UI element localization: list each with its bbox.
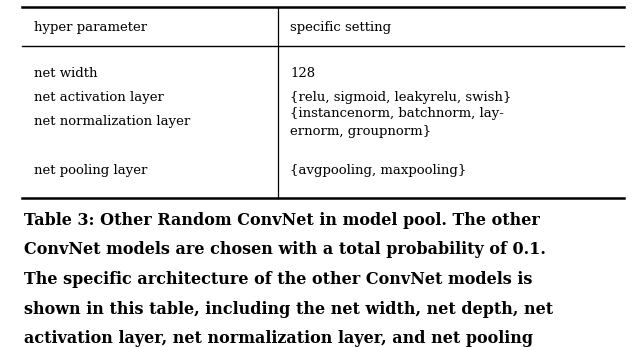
Text: specific setting: specific setting — [291, 20, 392, 34]
Text: {instancenorm, batchnorm, lay-: {instancenorm, batchnorm, lay- — [291, 107, 504, 119]
Text: {avgpooling, maxpooling}: {avgpooling, maxpooling} — [291, 163, 467, 177]
Text: ConvNet models are chosen with a total probability of 0.1.: ConvNet models are chosen with a total p… — [24, 242, 547, 259]
Text: activation layer, net normalization layer, and net pooling: activation layer, net normalization laye… — [24, 330, 534, 347]
Text: Table 3: Other Random ConvNet in model pool. The other: Table 3: Other Random ConvNet in model p… — [24, 212, 540, 229]
Text: net normalization layer: net normalization layer — [35, 115, 191, 127]
Text: shown in this table, including the net width, net depth, net: shown in this table, including the net w… — [24, 301, 554, 318]
Text: 128: 128 — [291, 67, 316, 79]
Text: hyper parameter: hyper parameter — [35, 20, 148, 34]
Text: {relu, sigmoid, leakyrelu, swish}: {relu, sigmoid, leakyrelu, swish} — [291, 91, 512, 103]
Text: net activation layer: net activation layer — [35, 91, 164, 103]
Text: ernorm, groupnorm}: ernorm, groupnorm} — [291, 125, 431, 137]
Text: net pooling layer: net pooling layer — [35, 163, 148, 177]
Text: net width: net width — [35, 67, 98, 79]
Text: The specific architecture of the other ConvNet models is: The specific architecture of the other C… — [24, 271, 532, 288]
